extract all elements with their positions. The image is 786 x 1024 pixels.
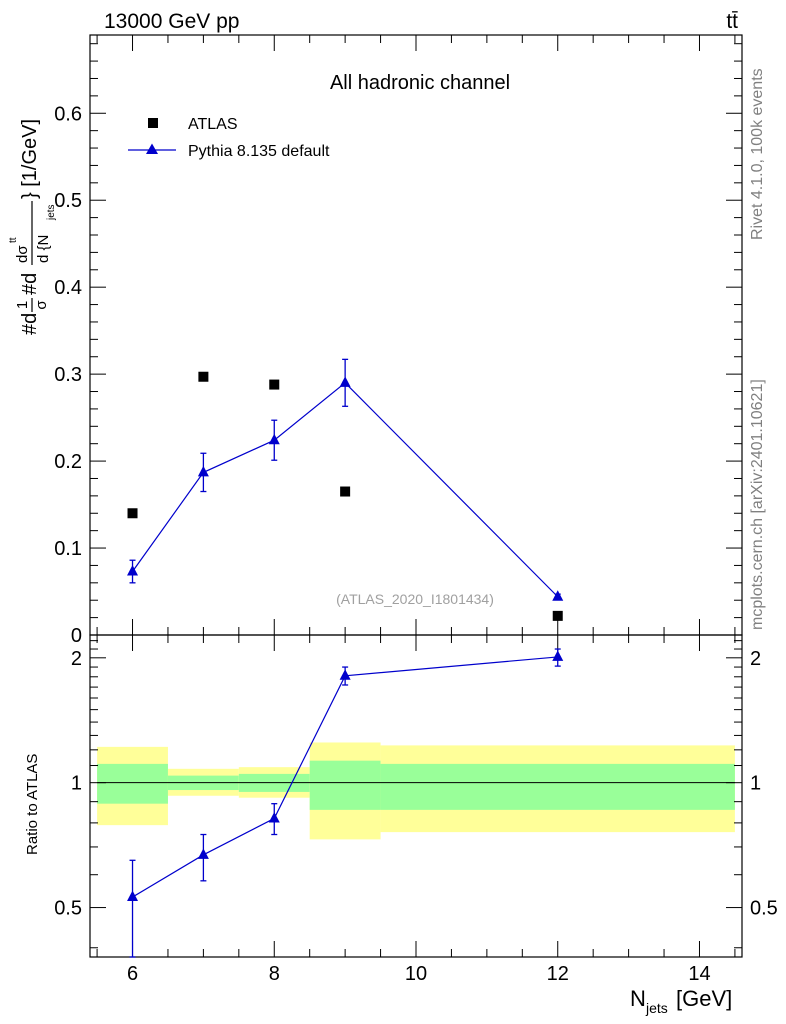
pythia-point	[268, 433, 280, 445]
ratio-ytick-label: 2	[71, 648, 82, 670]
atlas-point	[552, 610, 563, 621]
main-x-ticks	[96, 35, 736, 635]
energy-label: 13000 GeV pp	[104, 10, 239, 33]
ylabel-tail: } [1/GeV]	[19, 119, 41, 199]
ratio-pythia-point	[552, 650, 564, 661]
analysis-label: (ATLAS_2020_I1801434)	[336, 591, 494, 607]
ratio-xtick-label: 6	[127, 963, 138, 985]
xlabel-sub: jets	[645, 1000, 668, 1016]
ratio-xtick-label: 8	[269, 963, 280, 985]
ylabel-frac2-num-sup: tt	[8, 237, 19, 243]
ratio-panel: 0.5 0.51 12 2 6 8 10 12 14 Ratio to ATLAS N jet…	[24, 634, 778, 1016]
main-y-ticks: 0 0.1 0.2 0.3 0.4 0.5 0.6	[54, 43, 742, 647]
ratio-y-ticks: 0.5 0.5 1 1 2 2	[54, 640, 778, 949]
ratio-y-label: Ratio to ATLAS	[24, 754, 41, 855]
pythia-point	[552, 590, 564, 601]
mcplots-label: mcplots.cern.ch [arXiv:2401.10621]	[749, 379, 766, 630]
ylabel-mid: #d	[19, 273, 41, 295]
pythia-point	[197, 465, 209, 477]
ylabel-frac1-den: σ	[33, 300, 50, 310]
ratio-ytick-label-right: 0.5	[750, 898, 778, 920]
ratio-xtick-label: 12	[547, 963, 569, 985]
ratio-xtick-label: 10	[405, 963, 427, 985]
atlas-point	[198, 371, 209, 382]
x-axis-label: N jets [GeV]	[630, 986, 732, 1016]
ratio-band-inner	[380, 763, 735, 810]
ratio-pythia-point	[197, 848, 209, 859]
rivet-label: Rivet 4.1.0, 100k events	[749, 68, 766, 240]
ratio-ytick-label: 1	[71, 773, 82, 795]
legend: ATLAS Pythia 8.135 default	[128, 116, 330, 160]
ylabel-frac2-den-sub: jets	[46, 204, 57, 221]
ylabel-frac1-num: 1	[14, 301, 31, 309]
pythia-point	[339, 376, 351, 387]
main-ytick-label: 0	[71, 625, 82, 647]
ylabel-lead: #d	[19, 313, 41, 335]
legend-atlas-marker	[148, 118, 158, 128]
main-y-label: #d 1 σ #d dσ tt d {N jets } [1/GeV]	[8, 119, 57, 335]
xlabel-unit: [GeV]	[676, 986, 732, 1011]
main-ytick-label: 0.2	[54, 451, 82, 473]
ratio-band-inner	[309, 760, 381, 810]
main-ytick-label: 0.4	[54, 277, 82, 299]
ratio-ytick-label: 0.5	[54, 898, 82, 920]
main-ytick-label: 0.3	[54, 364, 82, 386]
main-series	[127, 358, 564, 621]
ratio-ytick-label-right: 1	[750, 773, 761, 795]
process-label: tt̄	[726, 10, 738, 33]
xlabel-main: N	[630, 986, 646, 1011]
atlas-point	[127, 508, 138, 519]
ratio-xtick-label: 14	[688, 963, 710, 985]
main-panel: 0 0.1 0.2 0.3 0.4 0.5 0.6 All hadronic channel…	[8, 34, 743, 647]
ylabel-frac2-den: d {N	[35, 235, 52, 263]
atlas-point	[340, 486, 351, 497]
ratio-x-ticks: 6 8 10 12 14	[96, 635, 736, 985]
main-ytick-label: 0.5	[54, 190, 82, 212]
main-ytick-label: 0.6	[54, 103, 82, 125]
pythia-point	[127, 565, 139, 576]
ratio-bands	[97, 742, 735, 840]
legend-atlas-label: ATLAS	[188, 116, 238, 133]
ratio-ytick-label-right: 2	[750, 648, 761, 670]
legend-pythia-label: Pythia 8.135 default	[188, 143, 330, 160]
main-ytick-label: 0.1	[54, 538, 82, 560]
ratio-pythia-point	[127, 890, 139, 902]
atlas-point	[269, 379, 280, 390]
ratio-band-inner	[97, 763, 168, 804]
ratio-pythia-point	[268, 811, 280, 823]
chart-title: All hadronic channel	[330, 72, 510, 94]
ratio-pythia-point	[339, 669, 351, 680]
ratio-series	[127, 648, 564, 958]
legend-pythia-marker	[146, 143, 158, 154]
ylabel-frac2-num: dσ	[14, 245, 31, 263]
